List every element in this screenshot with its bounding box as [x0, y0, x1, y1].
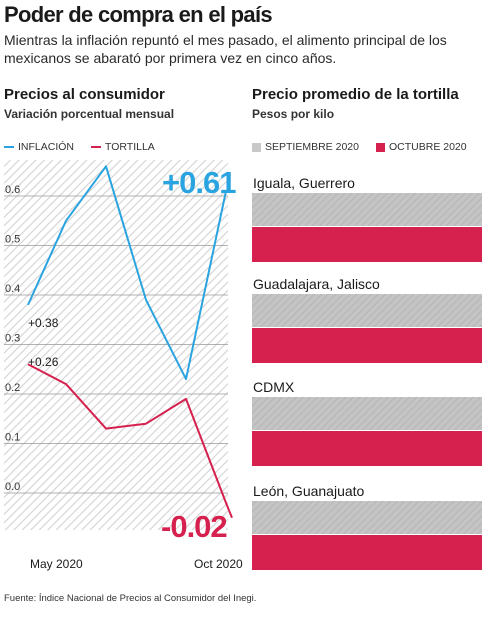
- y-tick-label: 0.5: [5, 234, 20, 246]
- legend-inflacion: INFLACIÓN: [4, 141, 74, 153]
- bar-septiembre: [252, 397, 482, 430]
- bar-octubre: [252, 431, 482, 466]
- page-title: Poder de compra en el país: [4, 2, 273, 27]
- inflacion-line: [27, 165, 227, 381]
- bar-septiembre: [252, 294, 482, 327]
- bar-septiembre: [252, 193, 482, 226]
- y-tick-label: 0.4: [5, 283, 20, 295]
- y-tick-label: 0.0: [5, 481, 20, 493]
- y-tick-label: 0.1: [5, 432, 20, 444]
- line-chart-title: Precios al consumidor: [4, 86, 165, 103]
- legend-tortilla: TORTILLA: [91, 141, 155, 153]
- bar-chart: Iguala, Guerrero12.511.6Guadalajara, Jal…: [252, 175, 482, 570]
- x-tick-label: Oct 2020: [194, 557, 243, 571]
- bar-category-label: Guadalajara, Jalisco: [253, 276, 380, 292]
- line-chart-subtitle: Variación porcentual mensual: [4, 107, 175, 121]
- bar-octubre: [252, 328, 482, 363]
- annotation-tortilla-end: -0.02: [161, 509, 227, 544]
- legend-tortilla-label: TORTILLA: [105, 141, 155, 153]
- source-note: Fuente: Índice Nacional de Precios al Co…: [4, 593, 257, 604]
- page-subtitle: Mientras la inflación repuntó el mes pas…: [4, 32, 447, 66]
- bar-category-label: Iguala, Guerrero: [253, 175, 355, 191]
- legend-septiembre-label: SEPTIEMBRE 2020: [265, 141, 359, 153]
- line-chart-background: [4, 160, 228, 530]
- bar-category-label: León, Guanajuato: [253, 483, 365, 499]
- legend-tortilla-swatch: [91, 146, 101, 148]
- bar-septiembre: [252, 501, 482, 534]
- y-tick-label: 0.6: [5, 184, 20, 196]
- bar-chart-subtitle: Pesos por kilo: [252, 107, 335, 121]
- bar-octubre: [252, 227, 482, 262]
- bar-octubre: [252, 535, 482, 570]
- legend-octubre-label: OCTUBRE 2020: [389, 141, 467, 153]
- legend-octubre-swatch: [376, 142, 385, 152]
- legend-septiembre-swatch: [252, 142, 261, 152]
- legend-inflacion-swatch: [4, 146, 14, 148]
- legend-inflacion-label: INFLACIÓN: [18, 141, 75, 153]
- legend-septiembre: SEPTIEMBRE 2020: [252, 141, 359, 153]
- y-tick-label: 0.2: [5, 382, 20, 394]
- bar-chart-title: Precio promedio de la tortilla: [252, 86, 459, 103]
- legend-octubre: OCTUBRE 2020: [376, 141, 467, 153]
- annotation-inflacion-start: +0.38: [28, 316, 59, 330]
- annotation-tortilla-start: +0.26: [28, 355, 59, 369]
- y-tick-label: 0.3: [5, 333, 20, 345]
- x-tick-label: May 2020: [30, 557, 83, 571]
- line-chart: 0.0 0.1 0.2 0.3 0.4 0.5 0.6 May 2020 Oct 2020 +0.…: [4, 160, 243, 571]
- annotation-inflacion-end: +0.61: [162, 165, 236, 200]
- bar-category-label: CDMX: [253, 379, 295, 395]
